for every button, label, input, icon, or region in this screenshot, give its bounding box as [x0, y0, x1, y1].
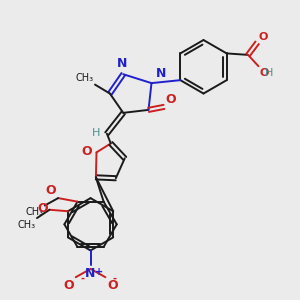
- Text: -: -: [80, 274, 84, 284]
- Text: CH₃: CH₃: [75, 73, 93, 83]
- Text: H: H: [92, 128, 100, 138]
- Text: +: +: [95, 267, 103, 277]
- Text: O: O: [46, 184, 56, 196]
- Text: N: N: [85, 267, 96, 280]
- Text: O: O: [38, 202, 48, 215]
- Text: CH₃: CH₃: [18, 220, 36, 230]
- Text: O: O: [258, 32, 268, 42]
- Text: H: H: [265, 68, 273, 78]
- Text: CH₃: CH₃: [26, 207, 44, 217]
- Text: O: O: [260, 68, 269, 78]
- Text: N: N: [117, 57, 127, 70]
- Text: -: -: [112, 274, 116, 284]
- Text: O: O: [82, 145, 92, 158]
- Text: N: N: [156, 67, 166, 80]
- Text: O: O: [107, 279, 118, 292]
- Text: O: O: [64, 279, 74, 292]
- Text: O: O: [166, 93, 176, 106]
